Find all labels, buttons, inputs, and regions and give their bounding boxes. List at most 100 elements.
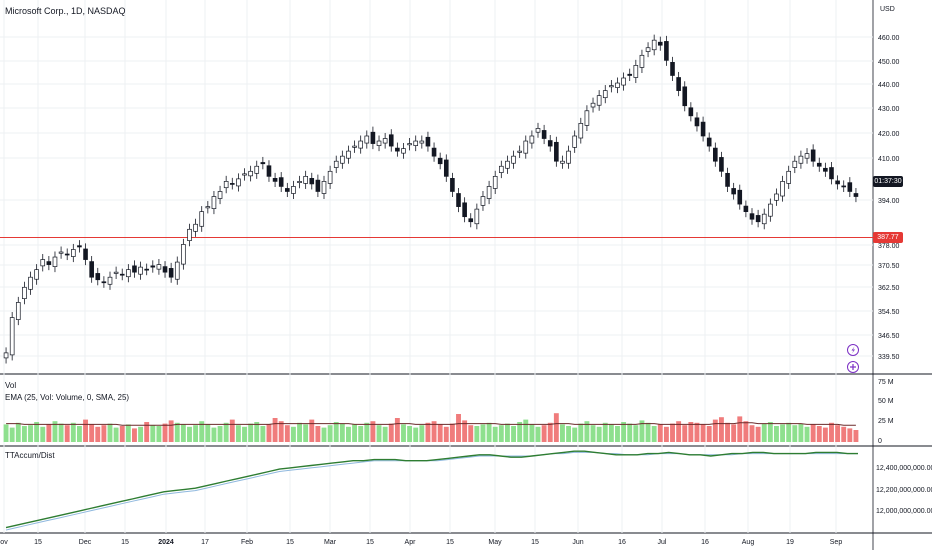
candle-body bbox=[657, 41, 663, 46]
candle-body bbox=[554, 141, 559, 162]
candle-body bbox=[248, 170, 253, 177]
volume-bar bbox=[180, 424, 186, 442]
volume-bar bbox=[388, 423, 394, 442]
candle-body bbox=[529, 135, 535, 144]
candle-body bbox=[829, 167, 834, 180]
candle-body bbox=[792, 160, 798, 168]
time-axis-label: 15 bbox=[34, 539, 42, 546]
volume-bar bbox=[144, 422, 150, 442]
candle-body bbox=[15, 302, 21, 320]
candle-body bbox=[9, 317, 15, 356]
time-axis-label: May bbox=[488, 539, 502, 546]
candle-body bbox=[266, 165, 272, 177]
time-axis-label: 16 bbox=[701, 539, 709, 546]
volume-bar bbox=[584, 421, 590, 442]
time-axis-label: 15 bbox=[121, 539, 129, 546]
candle-body bbox=[437, 157, 443, 165]
candle-body bbox=[272, 178, 278, 182]
candle-body bbox=[52, 256, 58, 267]
price-axis-label: 460.00 bbox=[878, 35, 900, 42]
volume-bar bbox=[125, 424, 131, 442]
candle-body bbox=[395, 147, 400, 152]
price-axis-label: 450.00 bbox=[878, 59, 900, 66]
candle-body bbox=[309, 178, 315, 185]
candle-body bbox=[303, 175, 308, 184]
candle-body bbox=[217, 191, 223, 199]
volume-bar bbox=[107, 423, 113, 442]
volume-bar bbox=[615, 426, 620, 442]
candle-body bbox=[28, 276, 33, 290]
volume-bar bbox=[511, 426, 516, 442]
candle-body bbox=[468, 218, 474, 223]
candle-body bbox=[285, 188, 290, 192]
candle-body bbox=[737, 189, 743, 205]
candle-body bbox=[229, 183, 235, 185]
volume-bar bbox=[187, 426, 192, 442]
volume-bar bbox=[34, 422, 40, 442]
candle-body bbox=[676, 77, 681, 91]
candle-body bbox=[34, 269, 39, 280]
candle-body bbox=[132, 265, 137, 273]
volume-pane-title: Vol bbox=[5, 381, 17, 390]
volume-bar bbox=[272, 418, 278, 442]
candle-body bbox=[853, 193, 859, 197]
candle-body bbox=[187, 228, 192, 242]
candle-body bbox=[95, 273, 101, 281]
volume-bar bbox=[83, 419, 88, 442]
volume-bar bbox=[156, 426, 162, 442]
volume-bar bbox=[468, 425, 474, 442]
currency-label[interactable]: USD bbox=[880, 6, 895, 13]
volume-bar bbox=[70, 422, 76, 442]
candle-body bbox=[517, 150, 522, 153]
volume-bar bbox=[737, 416, 743, 442]
candle-body bbox=[731, 188, 736, 195]
volume-bar bbox=[767, 422, 773, 442]
volume-bar bbox=[504, 423, 510, 442]
lightning-glyph bbox=[851, 346, 855, 354]
time-axis-label: Jun bbox=[572, 539, 583, 546]
candle-body bbox=[816, 162, 822, 167]
candle-body bbox=[480, 196, 486, 206]
candle-body bbox=[119, 273, 125, 276]
candle-body bbox=[340, 155, 345, 164]
countdown-tag: 01:37:30 bbox=[873, 176, 903, 187]
price-axis-label: 420.00 bbox=[878, 131, 900, 138]
candle-body bbox=[162, 266, 168, 273]
candle-body bbox=[713, 147, 718, 162]
candle-body bbox=[609, 85, 614, 88]
volume-bar bbox=[798, 423, 804, 442]
candle-body bbox=[706, 137, 712, 147]
volume-bar bbox=[749, 425, 755, 442]
candle-body bbox=[651, 39, 657, 51]
candle-body bbox=[71, 249, 76, 257]
candle-body bbox=[144, 268, 149, 271]
volume-bar bbox=[413, 427, 419, 442]
candle-body bbox=[749, 213, 755, 220]
volume-bar bbox=[64, 425, 70, 442]
volume-bar bbox=[578, 423, 584, 442]
volume-bar bbox=[810, 424, 816, 442]
candle-body bbox=[413, 140, 419, 146]
volume-bar bbox=[462, 420, 468, 442]
candle-body bbox=[40, 259, 46, 267]
price-axis-label: 339.50 bbox=[878, 354, 900, 361]
candle-body bbox=[113, 271, 119, 274]
volume-bar bbox=[205, 424, 211, 442]
candle-body bbox=[547, 140, 553, 147]
candle-body bbox=[511, 155, 516, 164]
candle-body bbox=[486, 186, 492, 199]
volume-bar bbox=[21, 426, 27, 442]
candle-body bbox=[700, 121, 706, 137]
candle-body bbox=[450, 178, 455, 192]
volume-bar bbox=[297, 422, 302, 442]
volume-bar bbox=[46, 424, 52, 442]
volume-axis-label: 0 bbox=[878, 438, 882, 445]
volume-bar bbox=[651, 426, 657, 442]
volume-bar bbox=[217, 426, 223, 442]
volume-bar bbox=[755, 426, 761, 442]
candle-body bbox=[768, 203, 773, 217]
volume-axis-label: 75 M bbox=[878, 379, 894, 386]
candle-body bbox=[682, 86, 688, 107]
volume-bar bbox=[248, 423, 254, 442]
